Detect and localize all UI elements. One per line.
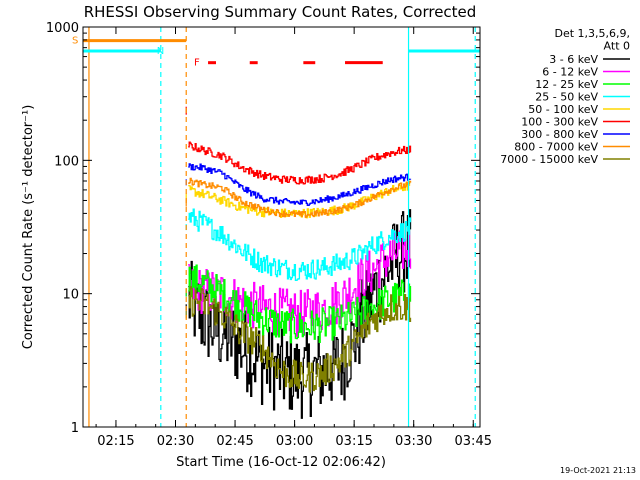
series-line <box>188 286 412 393</box>
legend-entry-label: 25 - 50 keV <box>535 91 598 104</box>
x-axis: 02:15 02:30 02:45 03:00 03:15 03:30 03:45 <box>95 27 492 449</box>
x-tick-label: 02:45 <box>216 434 253 449</box>
x-tick-label: 03:15 <box>335 434 372 449</box>
chart-title: RHESSI Observing Summary Count Rates, Co… <box>84 3 477 21</box>
legend-entry-label: 3 - 6 keV <box>549 53 598 66</box>
series-line <box>188 141 412 185</box>
x-tick-label: 03:00 <box>276 434 313 449</box>
legend-title: Att 0 <box>604 40 630 53</box>
footer-timestamp: 19-Oct-2021 21:13 <box>560 466 636 475</box>
y-tick-label: 1000 <box>46 21 79 36</box>
series-layer <box>185 106 412 419</box>
legend-entry-label: 7000 - 15000 keV <box>500 153 598 166</box>
legend-entry-label: 50 - 100 keV <box>528 103 598 116</box>
overlay-layer: S N F <box>72 27 480 427</box>
state-bar-label: F <box>194 58 200 69</box>
y-tick-label: 10 <box>62 288 79 303</box>
series-line <box>188 163 412 207</box>
state-bar-label: N <box>157 46 164 57</box>
x-tick-label: 03:30 <box>395 434 432 449</box>
legend-entry-label: 12 - 25 keV <box>535 78 598 91</box>
y-axis-label: Corrected Count Rate (s⁻¹ detector⁻¹) <box>21 105 36 350</box>
legend-title: Det 1,3,5,6,9, <box>554 27 630 40</box>
y-tick-label: 100 <box>54 154 79 169</box>
series-line <box>188 177 412 218</box>
x-tick-label: 02:30 <box>157 434 194 449</box>
legend-entry-label: 6 - 12 keV <box>542 66 598 79</box>
state-bar-label: S <box>72 36 78 47</box>
y-tick-label: 1 <box>71 421 79 436</box>
series-line <box>188 208 412 281</box>
legend-entry-label: 300 - 800 keV <box>521 128 598 141</box>
plot-frame <box>82 26 481 428</box>
x-tick-label: 03:45 <box>455 434 492 449</box>
x-axis-label: Start Time (16-Oct-12 02:06:42) <box>176 455 386 470</box>
x-tick-label: 02:15 <box>97 434 134 449</box>
legend-entry-label: 100 - 300 keV <box>521 116 598 129</box>
legend-entry-label: 800 - 7000 keV <box>514 141 598 154</box>
y-axis: 1 10 100 1000 <box>46 21 480 436</box>
